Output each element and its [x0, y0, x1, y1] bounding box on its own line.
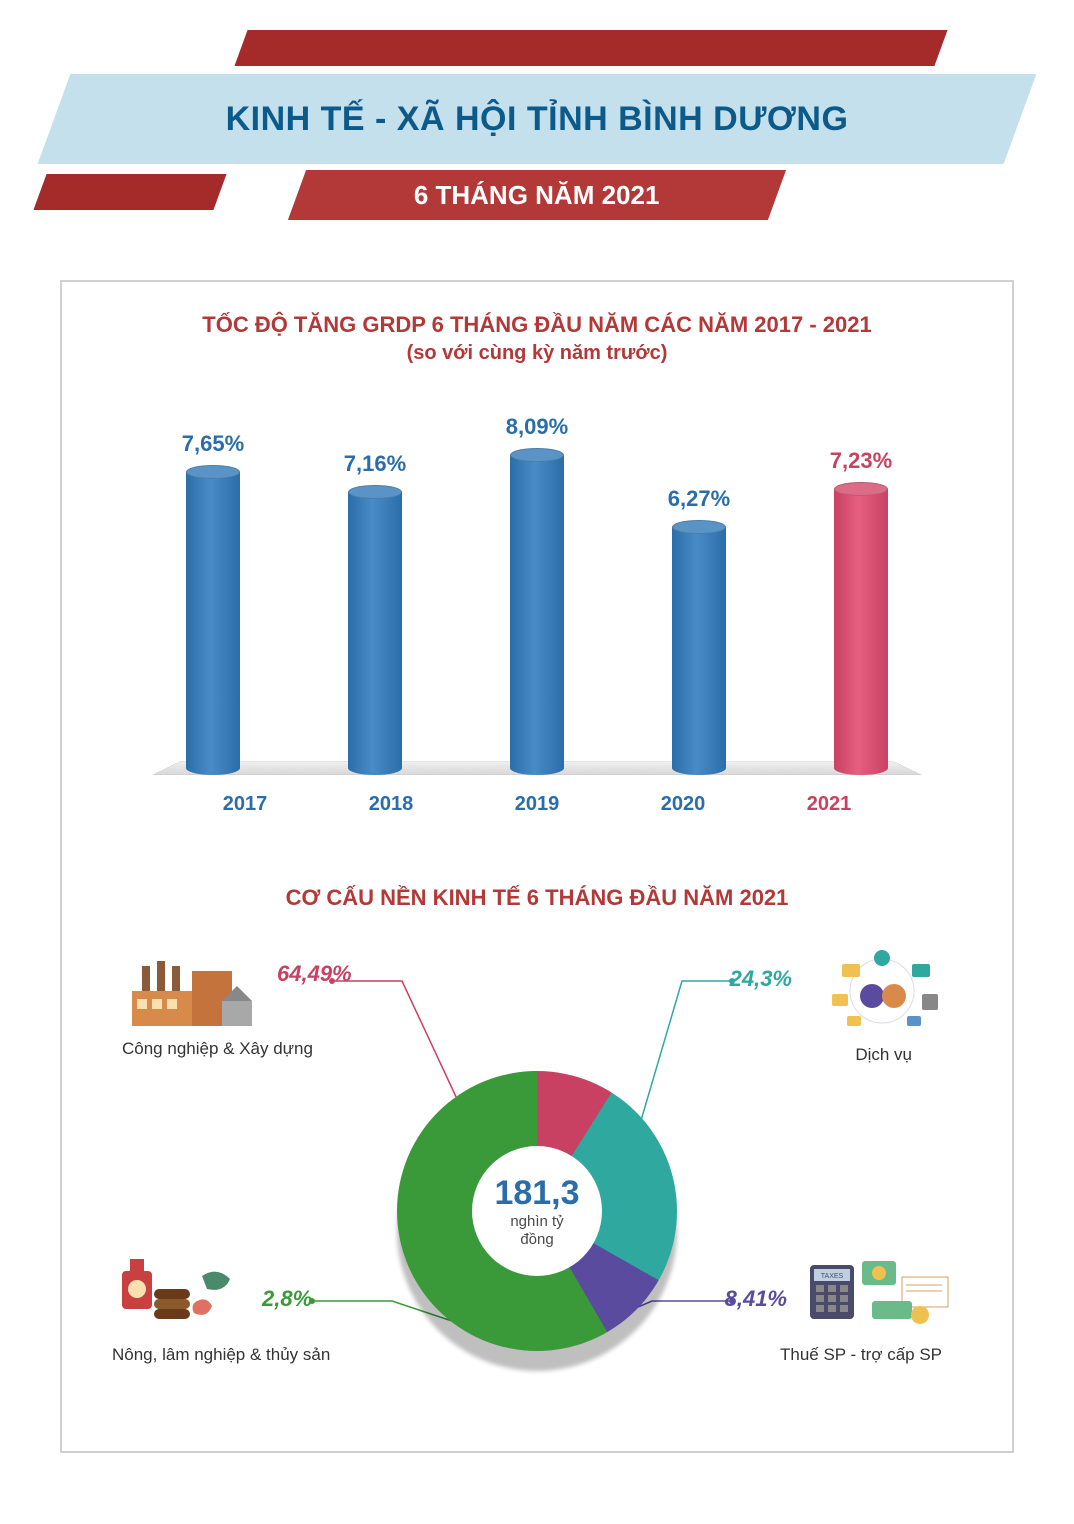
bar-value-label: 8,09%: [506, 414, 568, 440]
bar-cylinder: [834, 482, 888, 775]
bar-x-label: 2020: [628, 793, 738, 816]
center-unit-2: đồng: [520, 1231, 553, 1249]
donut-wrap: 181,3 nghìn tỷ đồng: [397, 1071, 677, 1351]
center-unit-1: nghìn tỷ: [510, 1213, 563, 1231]
donut-chart: 181,3 nghìn tỷ đồng: [397, 1071, 677, 1351]
tax-icon: TAXES: [802, 1251, 962, 1331]
callout-services: 24,3% Dịch vụ: [802, 951, 962, 1065]
bar-chart-title: TỐC ĐỘ TĂNG GRDP 6 THÁNG ĐẦU NĂM CÁC NĂM…: [92, 312, 982, 338]
pie-chart-title: CƠ CẤU NỀN KINH TẾ 6 THÁNG ĐẦU NĂM 2021: [92, 885, 982, 911]
agriculture-pct: 2,8%: [262, 1286, 312, 1312]
bar-row: 7,65% 7,16% 8,09% 6,27% 7,23%: [132, 395, 942, 775]
bar-chart-subtitle: (so với cùng kỳ năm trước): [92, 342, 982, 365]
content-card: TỐC ĐỘ TĂNG GRDP 6 THÁNG ĐẦU NĂM CÁC NĂM…: [60, 280, 1014, 1453]
industry-label: Công nghiệp & Xây dựng: [122, 1039, 313, 1059]
main-title: KINH TẾ - XÃ HỘI TỈNH BÌNH DƯƠNG: [226, 100, 849, 139]
services-pct: 24,3%: [730, 966, 792, 992]
agriculture-label: Nông, lâm nghiệp & thủy sản: [112, 1345, 330, 1365]
top-accent-bar: [234, 30, 947, 66]
bar-col: 7,65%: [158, 431, 268, 775]
tax-pct: 8,41%: [725, 1286, 787, 1312]
tax-label: Thuế SP - trợ cấp SP: [780, 1345, 942, 1365]
bar-value-label: 7,16%: [344, 451, 406, 477]
bar-col: 7,23%: [806, 448, 916, 775]
center-value: 181,3: [494, 1174, 579, 1213]
callout-tax: TAXES 8,41% Thuế SP - trợ cấp SP: [780, 1251, 962, 1365]
donut-center: 181,3 nghìn tỷ đồng: [472, 1146, 602, 1276]
subtitle-text: 6 THÁNG NĂM 2021: [414, 180, 660, 211]
callout-industry: 64,49% Công nghiệp & Xây dựng: [122, 951, 313, 1059]
callout-agriculture: 2,8% Nông, lâm nghiệp & thủy sản: [112, 1251, 330, 1365]
header-region: KINH TẾ - XÃ HỘI TỈNH BÌNH DƯƠNG 6 THÁNG…: [0, 0, 1074, 260]
bar-col: 7,16%: [320, 451, 430, 775]
left-accent-bar: [33, 174, 226, 210]
pie-region: 64,49% Công nghiệp & Xây dựng: [92, 951, 982, 1411]
bar-cylinder: [510, 448, 564, 775]
subtitle-banner: 6 THÁNG NĂM 2021: [288, 170, 786, 220]
bar-cylinder: [348, 485, 402, 775]
factory-icon: [122, 951, 262, 1031]
bar-cylinder: [672, 520, 726, 775]
bar-x-label: 2017: [190, 793, 300, 816]
bar-x-label: 2018: [336, 793, 446, 816]
bar-col: 6,27%: [644, 486, 754, 775]
title-banner: KINH TẾ - XÃ HỘI TỈNH BÌNH DƯƠNG: [77, 74, 997, 164]
bar-x-label: 2019: [482, 793, 592, 816]
bar-col: 8,09%: [482, 414, 592, 775]
bar-x-labels: 2017 2018 2019 2020 2021: [132, 793, 942, 816]
bar-x-label: 2021: [774, 793, 884, 816]
agriculture-icon: [112, 1251, 252, 1331]
bar-value-label: 7,23%: [830, 448, 892, 474]
services-label: Dịch vụ: [855, 1045, 912, 1065]
bar-chart-area: 7,65%7,16%8,09%6,27%7,23% 20172018201920…: [92, 395, 982, 835]
bar-cylinder: [186, 465, 240, 775]
industry-pct: 64,49%: [277, 961, 352, 987]
svg-text:TAXES: TAXES: [821, 1273, 844, 1280]
bar-value-label: 7,65%: [182, 431, 244, 457]
services-icon: [802, 951, 962, 1031]
bar-value-label: 6,27%: [668, 486, 730, 512]
